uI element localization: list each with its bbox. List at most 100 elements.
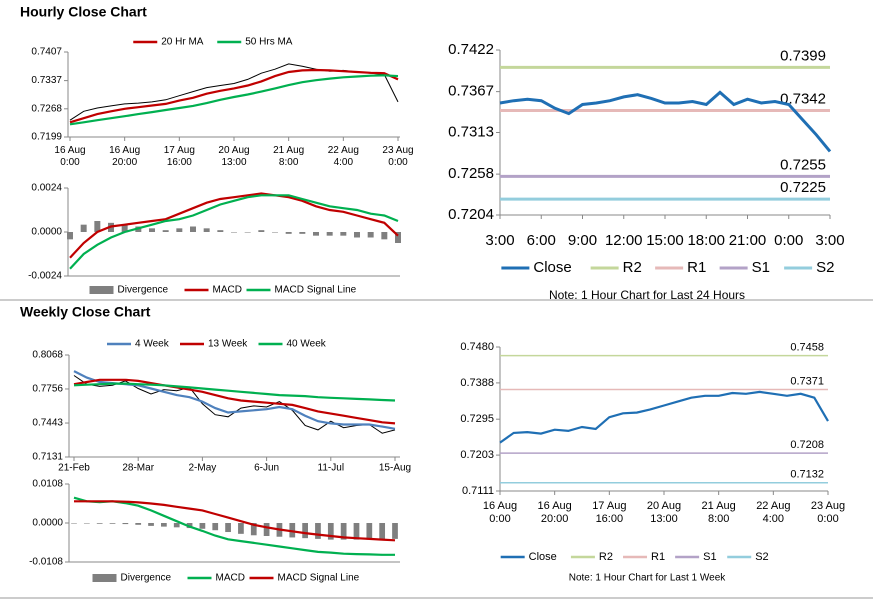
- divergence-bar: [96, 523, 103, 524]
- x-tick-label: 16 Aug 20:00: [538, 500, 572, 525]
- divergence-bar: [83, 523, 90, 524]
- divergence-bar: [149, 228, 155, 232]
- x-tick-label: 16 Aug 20:00: [109, 145, 140, 168]
- y-tick-label: 0.7422: [448, 41, 494, 58]
- divergence-bar: [135, 523, 142, 525]
- legend-label: 20 Hr MA: [161, 37, 204, 48]
- series-line: [74, 500, 396, 542]
- legend-label: Close: [533, 259, 571, 276]
- chart-note: Note: 1 Hour Chart for Last 24 Hours: [549, 288, 745, 302]
- y-tick-label: -0.0024: [28, 271, 62, 282]
- legend-label: R1: [651, 551, 665, 563]
- series-line: [499, 90, 832, 153]
- legend-label: S1: [703, 551, 716, 563]
- legend-label: Close: [529, 551, 557, 563]
- legend-label: S2: [755, 551, 768, 563]
- divergence-bar: [392, 523, 398, 539]
- y-tick-label: 0.7203: [460, 449, 494, 461]
- legend-label: MACD Signal Line: [278, 573, 360, 584]
- x-tick-label: 16 Aug 0:00: [54, 145, 85, 168]
- level-label: 0.7342: [780, 91, 826, 108]
- x-tick-label: 23 Aug 0:00: [811, 500, 845, 525]
- level-label: 0.7132: [790, 469, 824, 481]
- y-tick-label: 0.7480: [460, 341, 494, 353]
- divergence-bar: [94, 221, 101, 232]
- section-title: Hourly Close Chart: [20, 4, 147, 20]
- y-tick-label: 0.7199: [31, 132, 62, 143]
- legend-label: 4 Week: [135, 339, 170, 350]
- x-tick-label: 22 Aug 4:00: [756, 500, 790, 525]
- x-tick-label: 15:00: [646, 232, 684, 249]
- x-tick-label: 9:00: [568, 232, 597, 249]
- y-tick-label: 0.0108: [32, 479, 63, 490]
- divergence-bar: [173, 523, 180, 528]
- divergence-bar: [225, 523, 231, 533]
- x-tick-label: 17 Aug 16:00: [164, 145, 195, 168]
- legend-label: 40 Week: [287, 339, 327, 350]
- divergence-bar: [285, 232, 292, 234]
- x-tick-label: 6:00: [527, 232, 556, 249]
- divergence-bar: [148, 523, 154, 526]
- divergence-bar: [313, 232, 319, 236]
- x-tick-label: 21:00: [729, 232, 767, 249]
- legend-label: MACD: [216, 573, 245, 584]
- legend-label: Divergence: [121, 573, 172, 584]
- x-tick-label: 11-Jul: [318, 463, 345, 474]
- y-tick-label: 0.7204: [448, 206, 494, 223]
- legend-label: R2: [623, 259, 642, 276]
- x-tick-label: 6-Jun: [254, 463, 279, 474]
- legend-label: Divergence: [118, 285, 169, 296]
- divergence-bar: [203, 228, 210, 232]
- divergence-bar: [109, 523, 116, 524]
- divergence-bar: [367, 232, 374, 238]
- y-tick-label: 0.7111: [462, 485, 494, 497]
- legend-label: MACD Signal Line: [275, 285, 357, 296]
- x-tick-label: 17 Aug 16:00: [592, 500, 626, 525]
- x-tick-label: 18:00: [687, 232, 725, 249]
- legend-label: 13 Week: [208, 339, 248, 350]
- section-title: Weekly Close Chart: [20, 304, 151, 320]
- series-line: [69, 194, 399, 270]
- divergence-bar: [67, 232, 73, 240]
- divergence-bar: [263, 523, 270, 536]
- series-line: [73, 382, 396, 402]
- divergence-bar: [340, 523, 347, 540]
- y-tick-label: 0.7295: [460, 413, 494, 425]
- divergence-bar: [366, 523, 373, 540]
- divergence-bar: [258, 230, 265, 232]
- x-tick-label: 21 Aug 8:00: [702, 500, 736, 525]
- divergence-bar: [176, 228, 183, 232]
- legend-label: 50 Hrs MA: [245, 37, 293, 48]
- level-label: 0.7225: [780, 179, 826, 196]
- x-tick-label: 3:00: [815, 232, 844, 249]
- y-tick-label: 0.7313: [448, 123, 494, 140]
- level-label: 0.7208: [790, 439, 824, 451]
- x-tick-label: 16 Aug 0:00: [483, 500, 517, 525]
- divergence-bar: [379, 523, 386, 540]
- x-tick-label: 2-May: [189, 463, 217, 474]
- y-tick-label: 0.7443: [32, 418, 63, 429]
- divergence-bar: [327, 523, 334, 540]
- y-tick-label: -0.0108: [29, 557, 63, 568]
- divergence-bar: [161, 523, 167, 527]
- legend-swatch: [89, 286, 114, 294]
- y-tick-label: 0.7407: [31, 47, 62, 58]
- x-tick-label: 22 Aug 4:00: [328, 145, 359, 168]
- x-tick-label: 28-Mar: [122, 463, 154, 474]
- divergence-bar: [272, 232, 278, 233]
- divergence-bar: [395, 232, 401, 243]
- x-tick-label: 21-Feb: [58, 463, 90, 474]
- divergence-bar: [71, 523, 77, 524]
- y-tick-label: 0.0000: [31, 227, 62, 238]
- series-line: [73, 378, 396, 425]
- y-tick-label: 0.7388: [460, 377, 494, 389]
- divergence-bar: [315, 523, 321, 539]
- divergence-bar: [238, 523, 244, 534]
- divergence-bar: [231, 232, 237, 233]
- series-line: [499, 390, 829, 444]
- legend-label: R2: [599, 551, 613, 563]
- x-tick-label: 20 Aug 13:00: [647, 500, 681, 525]
- series-line: [69, 192, 399, 259]
- divergence-bar: [250, 523, 257, 536]
